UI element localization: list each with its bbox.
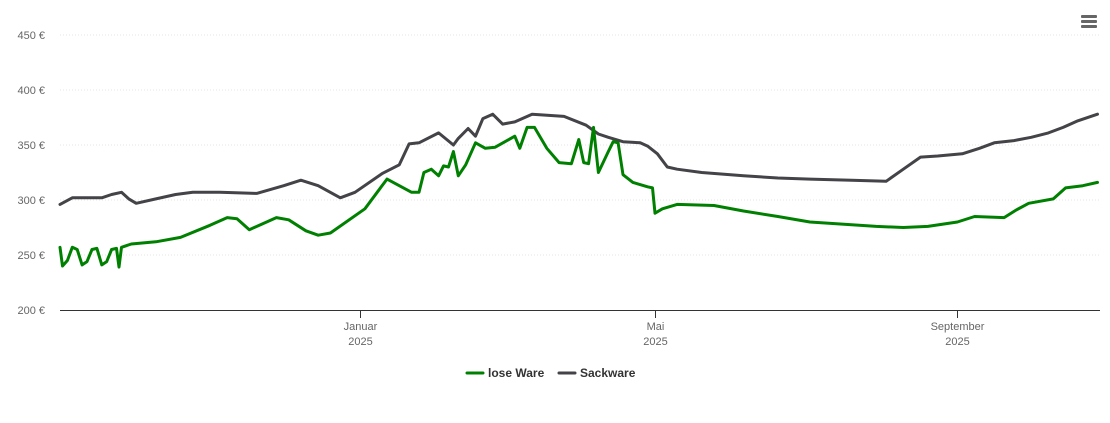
menu-bar-bottom <box>1081 25 1097 28</box>
hamburger-menu-icon[interactable] <box>1076 8 1102 34</box>
menu-bar-middle <box>1081 20 1097 23</box>
series-lines <box>58 112 1099 269</box>
y-tick-label: 350 € <box>17 140 45 152</box>
legend-item-sackware[interactable]: Sackware <box>557 366 636 380</box>
legend-label: Sackware <box>580 366 636 380</box>
y-tick-label: 250 € <box>17 250 45 262</box>
x-tick-label: Mai <box>647 321 665 333</box>
y-tick-label: 200 € <box>17 305 45 317</box>
x-tick-label: Januar <box>344 321 378 333</box>
legend[interactable]: lose Ware Sackware <box>465 366 636 380</box>
x-tick-label: September <box>931 321 985 333</box>
series-line-sackware[interactable] <box>58 112 1099 206</box>
series-line-lose-ware[interactable] <box>58 125 1099 269</box>
menu-bar-top <box>1081 15 1097 18</box>
x-tick-sublabel: 2025 <box>945 336 969 348</box>
x-tick-sublabel: 2025 <box>643 336 667 348</box>
legend-label: lose Ware <box>488 366 545 380</box>
y-tick-label: 450 € <box>17 30 45 42</box>
x-tick-sublabel: 2025 <box>348 336 372 348</box>
legend-item-lose-ware[interactable]: lose Ware <box>465 366 545 380</box>
y-tick-label: 400 € <box>17 85 45 97</box>
y-tick-label: 300 € <box>17 195 45 207</box>
axes: 200 € 250 € 300 € 350 € 400 € 450 € Januar 2025… <box>17 30 1100 348</box>
